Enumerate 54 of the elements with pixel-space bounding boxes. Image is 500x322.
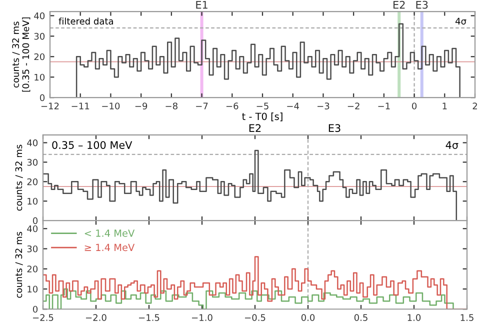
annotation: filtered data (58, 18, 113, 25)
y-tick-label: 10 (28, 286, 38, 293)
y-tick-label: 30 (27, 158, 38, 166)
x-tick-label: −3 (318, 102, 330, 110)
x-tick-label: −2.5 (32, 314, 54, 321)
x-tick-label: 1.0 (408, 314, 421, 321)
x-tick-label: −2 (348, 102, 360, 110)
x-tick-label: 0.0 (301, 314, 315, 321)
x-tick-label: 0.5 (354, 314, 368, 321)
x-tick-label: −9 (135, 102, 148, 110)
x-tick-label: −7 (196, 102, 208, 110)
y-tick-label: 20 (34, 53, 45, 60)
band-label: E3 (416, 0, 428, 9)
x-tick-label: −6 (226, 102, 238, 110)
x-tick-label: −10 (102, 102, 120, 110)
x-tick-label: −11 (72, 102, 90, 110)
y-tick-label: 0 (32, 306, 38, 313)
x-tick-label: 1.5 (460, 314, 474, 321)
x-tick-label: −4 (287, 102, 300, 110)
y-tick-label: 40 (27, 139, 38, 146)
x-tick-label: −1.0 (192, 314, 212, 321)
x-tick-label: −8 (166, 102, 178, 110)
y-tick-label: 10 (34, 74, 45, 81)
y-tick-label: 30 (27, 245, 38, 252)
y-tick-label: 40 (34, 12, 45, 20)
x-tick-label: −1 (378, 102, 390, 110)
y-tick-label: 30 (34, 32, 45, 40)
y-tick-label: 40 (27, 225, 38, 232)
x-tick-label: −5 (256, 102, 268, 110)
x-tick-label: −1.5 (138, 314, 160, 321)
band-label: E1 (196, 0, 208, 9)
x-tick-label: −12 (41, 102, 59, 110)
annotation: 0.35 – 100 MeV (52, 141, 132, 149)
y-axis-title: counts / 32 ms (15, 232, 23, 298)
text: E3 (328, 124, 340, 132)
legend-label: < 1.4 MeV (84, 230, 135, 237)
y-axis-title: counts / 32 ms [0.35 - 100 MeV] (12, 17, 30, 92)
x-tick-label: 2 (472, 102, 477, 110)
y-tick-label: 20 (27, 178, 38, 186)
y-tick-label: 0 (32, 217, 38, 224)
band-label: E2 (394, 0, 405, 9)
annotation: 4σ (446, 141, 458, 149)
y-axis-title: counts / 32 ms (15, 144, 23, 211)
x-tick-label: −2.0 (86, 314, 106, 321)
x-tick-label: −0.5 (244, 314, 266, 321)
y-tick-label: 20 (27, 266, 38, 272)
y-tick-label: 0 (40, 94, 45, 102)
x-tick-label: 0 (412, 102, 417, 110)
legend-label: ≥ 1.4 MeV (84, 244, 135, 252)
annotation: 4σ (455, 18, 466, 25)
text: E2 (249, 124, 261, 132)
x-axis-title: t - T0 [s] (242, 112, 282, 122)
x-tick-label: 1 (442, 102, 447, 110)
y-tick-label: 10 (28, 198, 38, 205)
